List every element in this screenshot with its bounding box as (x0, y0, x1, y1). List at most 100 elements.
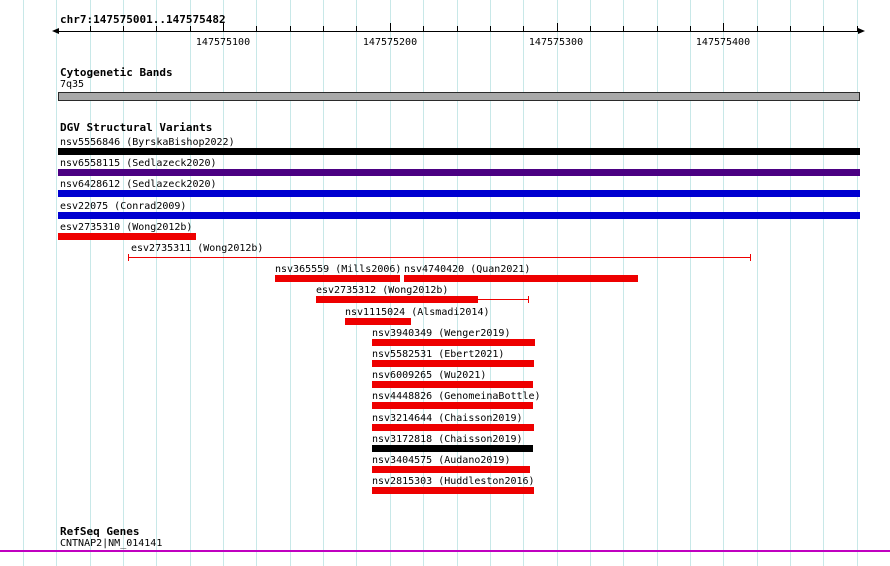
variant-bar[interactable] (404, 275, 638, 282)
variant-label[interactable]: nsv5556846 (ByrskaBishop2022) (60, 137, 235, 148)
ruler-major-tick (556, 23, 558, 31)
grid-line (89, 0, 91, 566)
variant-bar[interactable] (275, 275, 400, 282)
ruler-tick-label: 147575200 (362, 37, 418, 48)
variant-bar[interactable] (372, 339, 535, 346)
cytoband-label[interactable]: 7q35 (60, 79, 85, 90)
grid-line (790, 0, 792, 566)
ruler-right-arrow-icon (858, 28, 865, 34)
variant-label[interactable]: nsv4740420 (Quan2021) (404, 264, 531, 275)
ruler-minor-tick (122, 26, 124, 31)
ruler-minor-tick (756, 26, 758, 31)
variant-label[interactable]: nsv3214644 (Chaisson2019) (372, 413, 523, 424)
grid-line (323, 0, 325, 566)
grid-line (589, 0, 591, 566)
grid-line (56, 0, 58, 566)
variant-label[interactable]: nsv2815303 (Huddleston2016) (372, 476, 535, 487)
ruler-minor-tick (790, 26, 792, 31)
track-title-refseq: RefSeq Genes (60, 525, 140, 538)
variant-label[interactable]: nsv3940349 (Wenger2019) (372, 328, 511, 339)
variant-extent-endtick (528, 296, 529, 303)
variant-span-endtick (750, 254, 751, 261)
variant-label[interactable]: esv22075 (Conrad2009) (60, 201, 187, 212)
variant-bar[interactable] (372, 402, 533, 409)
ruler-minor-tick (256, 26, 258, 31)
ruler-minor-tick (423, 26, 425, 31)
grid-line (223, 0, 224, 566)
variant-label[interactable]: nsv365559 (Mills2006) (275, 264, 402, 275)
variant-bar[interactable] (58, 148, 860, 155)
variant-bar[interactable] (58, 190, 860, 197)
ruler-minor-tick (156, 26, 158, 31)
track-title-cytogenetic: Cytogenetic Bands (60, 66, 173, 79)
ruler-minor-tick (589, 26, 591, 31)
grid-line (523, 0, 525, 566)
grid-line (723, 0, 725, 566)
ruler-minor-tick (89, 26, 91, 31)
variant-label[interactable]: nsv3172818 (Chaisson2019) (372, 434, 523, 445)
variant-label[interactable]: nsv3404575 (Audano2019) (372, 455, 511, 466)
ruler-tick-label: 147575100 (195, 37, 251, 48)
grid-line (690, 0, 692, 566)
variant-label[interactable]: nsv6558115 (Sedlazeck2020) (60, 158, 217, 169)
variant-bar[interactable] (372, 424, 534, 431)
variant-bar[interactable] (316, 296, 478, 303)
variant-bar[interactable] (58, 169, 860, 176)
grid-line (256, 0, 258, 566)
ruler-minor-tick (623, 26, 625, 31)
variant-bar[interactable] (372, 466, 530, 473)
ruler-tick-label: 147575400 (695, 37, 751, 48)
grid-line (756, 0, 758, 566)
variant-bar[interactable] (372, 445, 533, 452)
variant-bar[interactable] (58, 212, 860, 219)
variant-bar[interactable] (58, 233, 196, 240)
gene-line[interactable] (0, 550, 890, 552)
ruler-minor-tick (189, 26, 191, 31)
variant-label[interactable]: nsv6428612 (Sedlazeck2020) (60, 179, 217, 190)
ruler-minor-tick (323, 26, 325, 31)
variant-bar[interactable] (372, 487, 534, 494)
variant-label[interactable]: nsv6009265 (Wu2021) (372, 370, 487, 381)
grid-line (423, 0, 425, 566)
variant-extent-line (478, 299, 528, 300)
variant-label[interactable]: esv2735312 (Wong2012b) (316, 285, 449, 296)
variant-span-line[interactable] (128, 257, 750, 258)
ruler-minor-tick (523, 26, 525, 31)
grid-line (122, 0, 124, 566)
grid-line (156, 0, 158, 566)
ruler-minor-tick (856, 26, 858, 31)
variant-label[interactable]: esv2735310 (Wong2012b) (60, 222, 193, 233)
variant-label[interactable]: nsv5582531 (Ebert2021) (372, 349, 505, 360)
grid-line (823, 0, 825, 566)
grid-line (289, 0, 291, 566)
grid-line (456, 0, 458, 566)
variant-bar[interactable] (372, 381, 533, 388)
ruler-left-arrow-icon (52, 28, 59, 34)
grid-line (389, 0, 391, 566)
ruler-line (58, 31, 860, 32)
gene-label[interactable]: CNTNAP2|NM_014141 (60, 538, 163, 549)
variant-label[interactable]: nsv1115024 (Alsmadi2014) (345, 307, 490, 318)
variant-bar[interactable] (345, 318, 411, 325)
ruler-tick-label: 147575300 (528, 37, 584, 48)
ruler-minor-tick (656, 26, 658, 31)
variant-bar[interactable] (372, 360, 534, 367)
ruler-major-tick (389, 23, 391, 31)
grid-line (489, 0, 491, 566)
ruler-minor-tick (356, 26, 358, 31)
ruler-minor-tick (823, 26, 825, 31)
ruler-major-tick (223, 23, 224, 31)
variant-label[interactable]: nsv4448826 (GenomeinaBottle) (372, 391, 541, 402)
ruler-minor-tick (456, 26, 458, 31)
ruler-major-tick (723, 23, 725, 31)
cytoband-bar[interactable] (58, 92, 860, 101)
ruler-minor-tick (289, 26, 291, 31)
track-title-dgv: DGV Structural Variants (60, 121, 213, 134)
grid-line (556, 0, 558, 566)
variant-span-endtick (128, 254, 129, 261)
variant-label[interactable]: esv2735311 (Wong2012b) (131, 243, 264, 254)
grid-line (22, 0, 24, 566)
ruler-minor-tick (489, 26, 491, 31)
grid-line (623, 0, 625, 566)
